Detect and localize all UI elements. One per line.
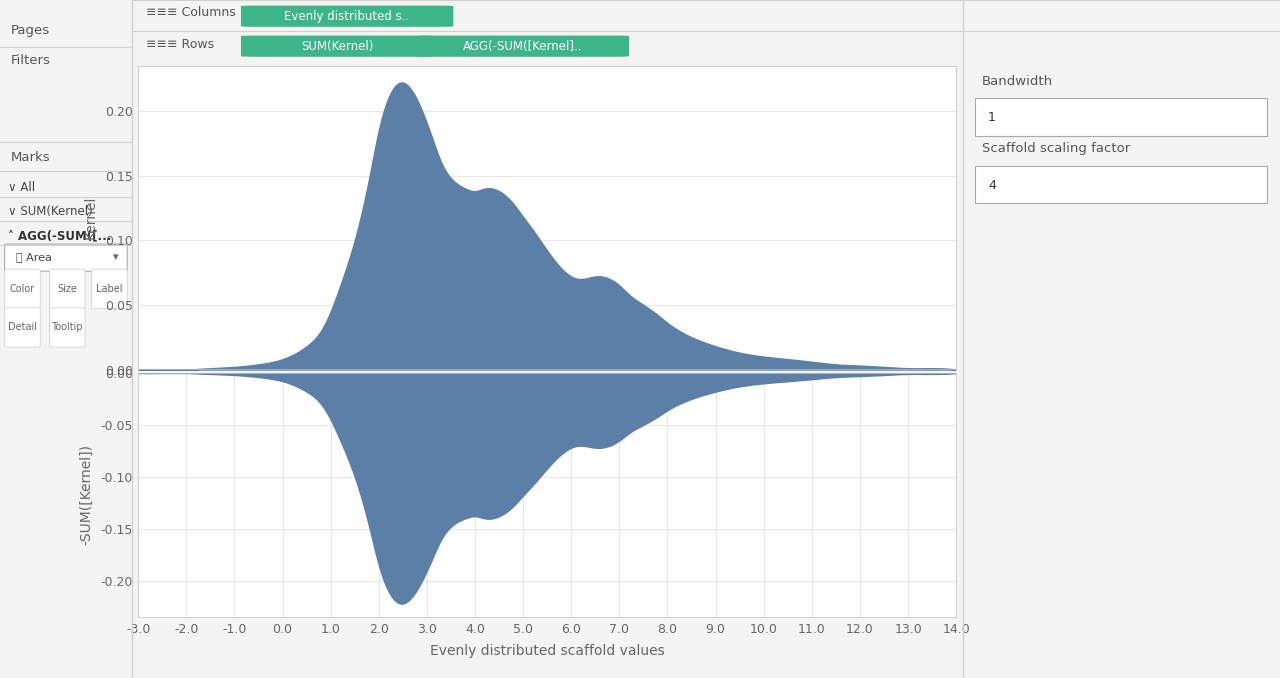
Text: Filters: Filters: [10, 54, 50, 67]
Y-axis label: Kernel: Kernel: [83, 196, 97, 239]
FancyBboxPatch shape: [50, 269, 84, 308]
Text: SUM(Kernel): SUM(Kernel): [301, 39, 374, 53]
Text: ≡≡≡ Rows: ≡≡≡ Rows: [146, 39, 214, 52]
FancyBboxPatch shape: [5, 308, 40, 347]
Text: 4: 4: [988, 178, 996, 192]
FancyBboxPatch shape: [5, 244, 127, 271]
Text: ▾: ▾: [113, 252, 119, 262]
Text: Color: Color: [10, 284, 35, 294]
Text: Size: Size: [58, 284, 77, 294]
Text: Evenly distributed s..: Evenly distributed s..: [284, 9, 410, 23]
Y-axis label: -SUM([Kernel]): -SUM([Kernel]): [79, 445, 93, 545]
Text: Pages: Pages: [10, 24, 50, 37]
Text: Tooltip: Tooltip: [51, 323, 83, 332]
FancyBboxPatch shape: [50, 308, 84, 347]
Text: Scaffold scaling factor: Scaffold scaling factor: [982, 142, 1130, 155]
FancyBboxPatch shape: [975, 98, 1267, 136]
Text: ˄ AGG(-SUM([...: ˄ AGG(-SUM([...: [8, 229, 111, 242]
Text: Bandwidth: Bandwidth: [982, 75, 1052, 87]
Text: ∨ All: ∨ All: [8, 181, 35, 194]
Text: Marks: Marks: [10, 151, 50, 163]
Text: ∨ SUM(Kernel): ∨ SUM(Kernel): [8, 205, 92, 218]
Text: AGG(-SUM([Kernel]..: AGG(-SUM([Kernel]..: [463, 39, 582, 53]
FancyBboxPatch shape: [241, 35, 434, 57]
Text: ⛶ Area: ⛶ Area: [15, 252, 51, 262]
FancyBboxPatch shape: [92, 269, 127, 308]
Text: ≡≡≡ Columns: ≡≡≡ Columns: [146, 6, 236, 19]
FancyBboxPatch shape: [5, 269, 40, 308]
Text: Detail: Detail: [8, 323, 37, 332]
FancyBboxPatch shape: [975, 166, 1267, 203]
X-axis label: Evenly distributed scaffold values: Evenly distributed scaffold values: [430, 644, 664, 658]
FancyBboxPatch shape: [416, 35, 628, 57]
FancyBboxPatch shape: [241, 5, 453, 27]
Text: Label: Label: [96, 284, 123, 294]
Text: 1: 1: [988, 111, 996, 124]
